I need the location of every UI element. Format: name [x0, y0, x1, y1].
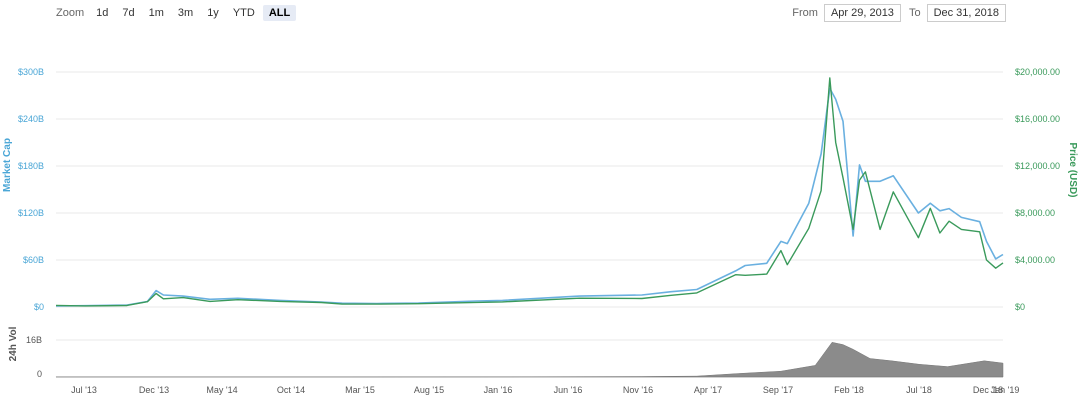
x-tick-label: Mar '15	[345, 385, 375, 395]
line-series	[55, 77, 1004, 307]
x-axis-ticks: Jul '13 Dec '13 May '14 Oct '14 Mar '15 Aug '…	[71, 385, 1019, 395]
zoom-button-1d[interactable]: 1d	[96, 7, 109, 19]
price-line	[55, 77, 1004, 307]
left-tick-label: $120B	[18, 208, 44, 218]
left-tick-label: $60B	[23, 255, 44, 265]
zoom-bar: Zoom 1d 7d 1m 3m 1y YTD ALL	[56, 4, 298, 22]
volume-series	[55, 342, 1004, 378]
from-label: From	[792, 7, 818, 19]
volume-axis-label: 24h Vol	[8, 326, 19, 361]
right-tick-label: $20,000.00	[1015, 67, 1060, 77]
zoom-button-1y[interactable]: 1y	[207, 7, 219, 19]
left-tick-label: $180B	[18, 161, 44, 171]
x-tick-label: Jun '16	[554, 385, 583, 395]
x-tick-label: Jul '13	[71, 385, 97, 395]
x-tick-label: Jan '19	[991, 385, 1020, 395]
grid-lines	[56, 71, 1003, 378]
volume-tick-label: 0	[37, 369, 42, 379]
market-cap-line	[55, 87, 1004, 307]
right-tick-label: $12,000.00	[1015, 161, 1060, 171]
x-tick-label: Jan '16	[484, 385, 513, 395]
zoom-button-1m[interactable]: 1m	[148, 7, 164, 19]
x-tick-label: Aug '15	[414, 385, 444, 395]
right-tick-label: $0	[1015, 302, 1025, 312]
x-tick-label: Dec '13	[139, 385, 169, 395]
right-axis-label: Price (USD)	[1067, 142, 1078, 197]
x-tick-label: Sep '17	[763, 385, 793, 395]
x-tick-label: Nov '16	[623, 385, 653, 395]
volume-tick-label: 16B	[26, 335, 42, 345]
left-tick-label: $0	[34, 302, 44, 312]
zoom-button-ytd[interactable]: YTD	[232, 7, 255, 19]
left-tick-label: $300B	[18, 67, 44, 77]
x-tick-label: Dec '18	[973, 385, 1003, 395]
volume-area	[55, 342, 1004, 378]
right-tick-label: $8,000.00	[1015, 208, 1055, 218]
zoom-button-3m[interactable]: 3m	[177, 7, 194, 19]
right-axis-ticks: $0 $4,000.00 $8,000.00 $12,000.00 $16,000.00…	[1015, 67, 1060, 312]
date-range-selector: From Apr 29, 2013 To Dec 31, 2018	[792, 4, 1006, 22]
x-tick-label: Feb '18	[834, 385, 864, 395]
x-tick-label: May '14	[206, 385, 237, 395]
zoom-button-7d[interactable]: 7d	[122, 7, 135, 19]
x-tick-label: Oct '14	[277, 385, 305, 395]
x-tick-label: Apr '17	[694, 385, 722, 395]
volume-axis-ticks: 0 16B	[26, 335, 42, 379]
right-tick-label: $4,000.00	[1015, 255, 1055, 265]
left-axis-label: Market Cap	[2, 138, 13, 192]
left-axis-ticks: $0 $60B $120B $180B $240B $300B	[18, 67, 44, 312]
x-tick-label: Jul '18	[906, 385, 932, 395]
zoom-label: Zoom	[56, 7, 85, 19]
left-tick-label: $240B	[18, 114, 44, 124]
to-label: To	[908, 7, 921, 19]
to-date-input[interactable]: Dec 31, 2018	[926, 4, 1006, 22]
right-tick-label: $16,000.00	[1015, 114, 1060, 124]
zoom-button-all[interactable]: ALL	[262, 5, 297, 21]
from-date-input[interactable]: Apr 29, 2013	[823, 4, 901, 22]
